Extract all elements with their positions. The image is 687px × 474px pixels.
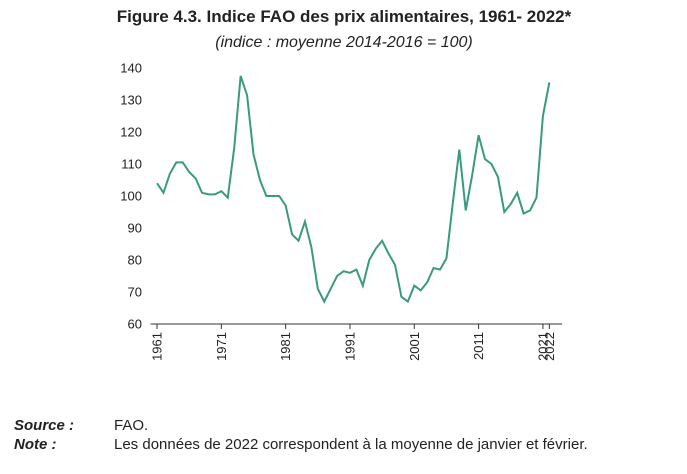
note-text: Les données de 2022 correspondent à la m… bbox=[114, 436, 588, 453]
x-tick-label: 2021 bbox=[535, 332, 550, 361]
note-text: FAO. bbox=[114, 417, 148, 434]
y-tick-label: 110 bbox=[121, 157, 142, 172]
y-tick-label: 120 bbox=[120, 125, 142, 140]
x-tick-label: 2001 bbox=[407, 332, 422, 361]
x-tick-label: 1981 bbox=[278, 332, 293, 361]
note-label: Note : bbox=[14, 436, 57, 453]
y-tick-label: 70 bbox=[128, 285, 142, 300]
x-tick-label: 2011 bbox=[471, 332, 486, 360]
chart-title: Figure 4.3. Indice FAO des prix alimenta… bbox=[117, 7, 572, 26]
y-tick-label: 100 bbox=[120, 189, 142, 204]
chart-subtitle: (indice : moyenne 2014-2016 = 100) bbox=[215, 34, 473, 51]
y-tick-label: 130 bbox=[120, 93, 142, 108]
y-tick-label: 90 bbox=[128, 221, 142, 236]
y-tick-label: 140 bbox=[120, 61, 142, 76]
x-tick-label: 2022 bbox=[542, 332, 557, 361]
x-tick-label: 1971 bbox=[214, 332, 229, 361]
note-label: Source : bbox=[14, 417, 74, 434]
y-tick-label: 80 bbox=[128, 253, 142, 268]
x-tick-label: 1991 bbox=[342, 332, 357, 361]
data-line bbox=[156, 75, 551, 304]
y-tick-label: 60 bbox=[128, 317, 142, 332]
x-tick-label: 1961 bbox=[150, 332, 165, 361]
